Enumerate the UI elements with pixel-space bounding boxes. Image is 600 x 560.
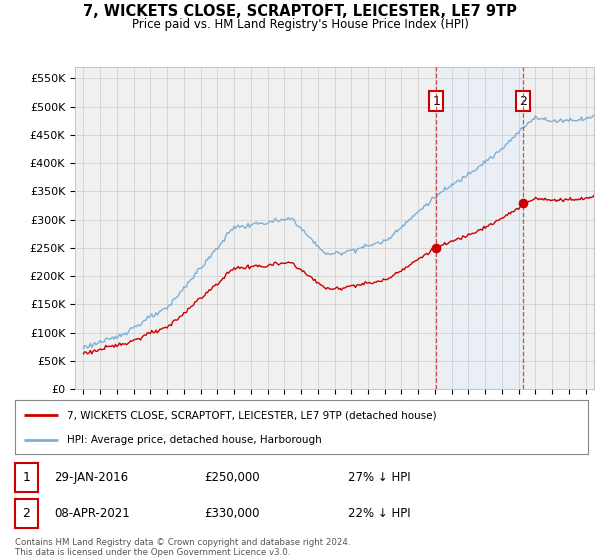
Text: £250,000: £250,000 bbox=[204, 470, 260, 484]
Text: 29-JAN-2016: 29-JAN-2016 bbox=[54, 470, 128, 484]
Text: 2: 2 bbox=[22, 507, 31, 520]
Text: 22% ↓ HPI: 22% ↓ HPI bbox=[348, 507, 410, 520]
Text: 2: 2 bbox=[519, 95, 527, 108]
Text: 1: 1 bbox=[433, 95, 440, 108]
Text: 7, WICKETS CLOSE, SCRAPTOFT, LEICESTER, LE7 9TP (detached house): 7, WICKETS CLOSE, SCRAPTOFT, LEICESTER, … bbox=[67, 410, 436, 421]
Text: Contains HM Land Registry data © Crown copyright and database right 2024.
This d: Contains HM Land Registry data © Crown c… bbox=[15, 538, 350, 557]
Text: Price paid vs. HM Land Registry's House Price Index (HPI): Price paid vs. HM Land Registry's House … bbox=[131, 18, 469, 31]
Text: 27% ↓ HPI: 27% ↓ HPI bbox=[348, 470, 410, 484]
Text: HPI: Average price, detached house, Harborough: HPI: Average price, detached house, Harb… bbox=[67, 435, 322, 445]
Text: 08-APR-2021: 08-APR-2021 bbox=[54, 507, 130, 520]
Text: 1: 1 bbox=[22, 470, 31, 484]
Text: 7, WICKETS CLOSE, SCRAPTOFT, LEICESTER, LE7 9TP: 7, WICKETS CLOSE, SCRAPTOFT, LEICESTER, … bbox=[83, 4, 517, 19]
Text: £330,000: £330,000 bbox=[204, 507, 260, 520]
Bar bbox=[436, 67, 523, 389]
